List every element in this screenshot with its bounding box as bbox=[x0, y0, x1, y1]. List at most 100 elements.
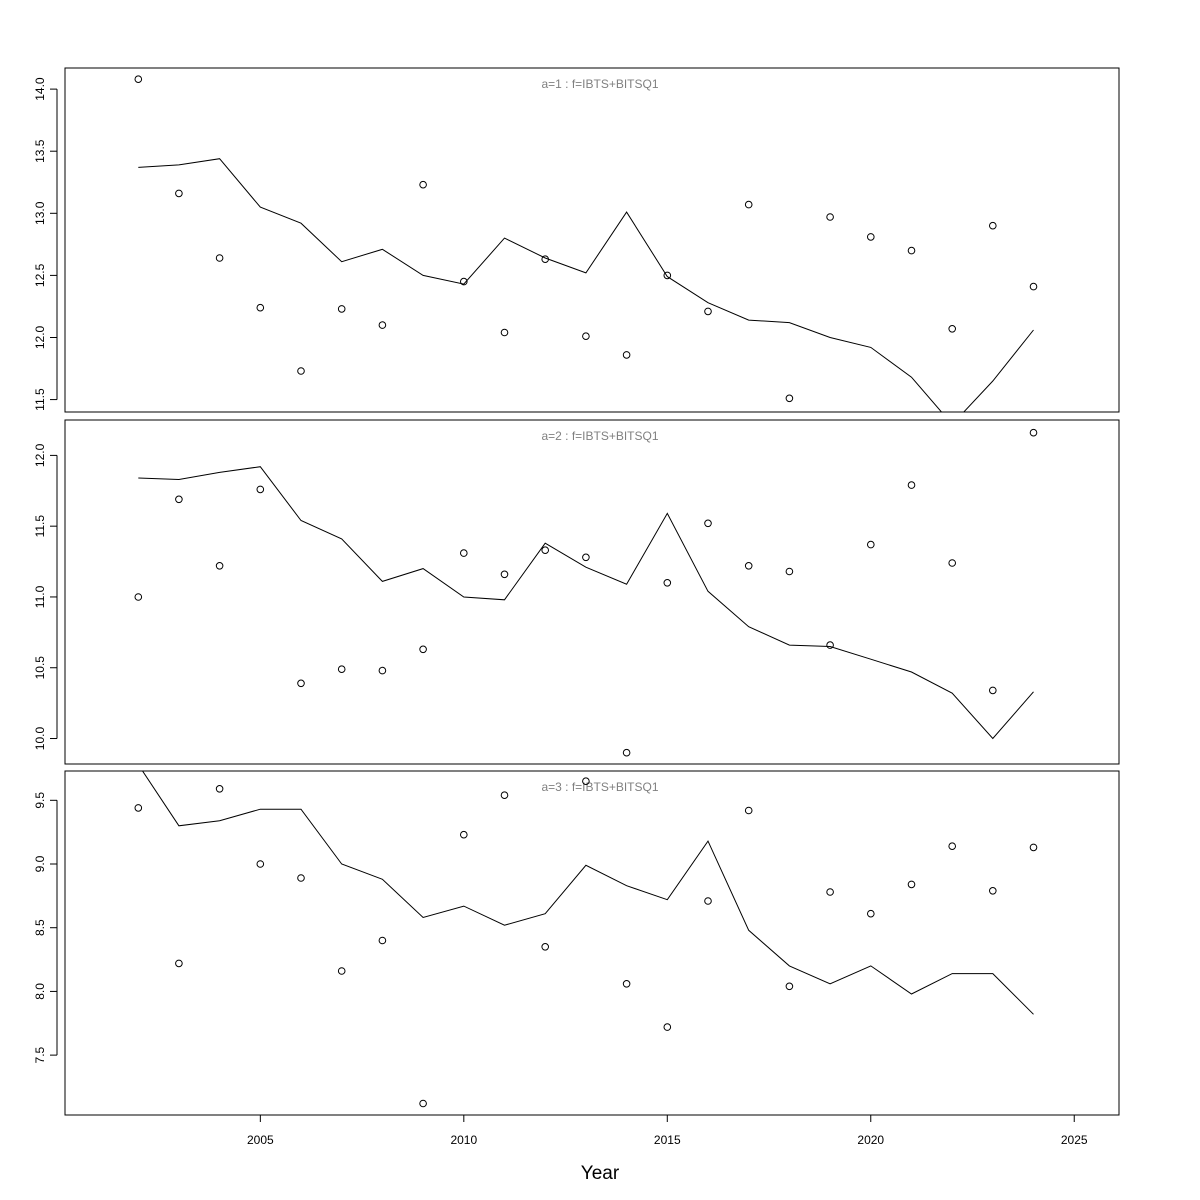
panel-a3-frame bbox=[64, 770, 1120, 1116]
observation-point bbox=[378, 666, 387, 675]
observation-point bbox=[500, 328, 509, 337]
x-tick-label: 2015 bbox=[654, 1133, 681, 1147]
panel-a1-title: a=1 : f=IBTS+BITSQ1 bbox=[541, 77, 658, 91]
y-tick-label: 9.0 bbox=[33, 855, 47, 872]
observation-point bbox=[175, 495, 183, 504]
x-tick-label: 2020 bbox=[857, 1133, 884, 1147]
observation-point bbox=[826, 888, 834, 896]
observation-point bbox=[744, 806, 753, 815]
observation-point bbox=[948, 559, 957, 567]
y-tick-label: 12.0 bbox=[33, 325, 47, 349]
observation-point bbox=[256, 485, 265, 494]
y-tick-label: 12.5 bbox=[33, 263, 47, 287]
observation-point bbox=[948, 842, 957, 851]
observation-point bbox=[175, 189, 183, 198]
observation-point bbox=[582, 553, 590, 562]
y-tick-label: 7.5 bbox=[33, 1046, 47, 1063]
fitted-line bbox=[138, 158, 1034, 412]
observation-point bbox=[989, 221, 997, 230]
observation-point bbox=[541, 255, 550, 264]
panel-a2: a=2 : f=IBTS+BITSQ1 10.0 10.5 11.0 11.5 12.0 bbox=[33, 419, 1120, 765]
observation-point bbox=[297, 367, 305, 375]
observation-point bbox=[419, 645, 427, 654]
observation-point bbox=[541, 943, 550, 951]
observation-point bbox=[256, 303, 265, 312]
observation-point bbox=[337, 665, 346, 674]
y-tick-label: 10.5 bbox=[33, 656, 47, 680]
observation-point bbox=[215, 254, 224, 262]
observation-point bbox=[663, 271, 672, 280]
panel-a1-plot-area bbox=[134, 75, 1038, 412]
observation-point bbox=[907, 481, 916, 489]
x-axis: 2005 2010 2015 2020 2025 bbox=[247, 1114, 1088, 1147]
x-tick-label: 2005 bbox=[247, 1133, 274, 1147]
panel-a2-plot-area bbox=[134, 428, 1038, 757]
y-tick-label: 11.5 bbox=[33, 515, 47, 538]
panel-a2-title: a=2 : f=IBTS+BITSQ1 bbox=[541, 429, 658, 443]
observation-point bbox=[867, 233, 875, 241]
observation-point bbox=[663, 579, 672, 587]
observation-point bbox=[907, 246, 916, 255]
observation-point bbox=[826, 213, 834, 221]
y-tick-label: 13.5 bbox=[33, 139, 47, 163]
observation-point bbox=[1029, 843, 1038, 852]
observation-point bbox=[378, 936, 387, 945]
y-tick-label: 9.5 bbox=[33, 792, 47, 809]
x-tick-label: 2010 bbox=[450, 1133, 477, 1147]
panel-a3-plot-area bbox=[134, 771, 1038, 1108]
y-tick-label: 13.0 bbox=[33, 201, 47, 225]
panel-a2-y-axis: 10.0 10.5 11.0 11.5 12.0 bbox=[33, 443, 58, 751]
panel-a1: a=1 : f=IBTS+BITSQ1 11.5 12.0 12.5 13.0 13.5… bbox=[33, 67, 1120, 413]
observation-point bbox=[704, 519, 712, 528]
observation-point bbox=[419, 1099, 427, 1108]
observation-point bbox=[460, 549, 468, 557]
panel-a3: a=3 : f=IBTS+BITSQ1 7.5 8.0 8.5 9.0 9.5 bbox=[33, 770, 1120, 1116]
observation-point bbox=[704, 307, 712, 316]
observation-point bbox=[989, 887, 997, 895]
observation-point bbox=[622, 351, 631, 359]
observation-point bbox=[1029, 282, 1038, 291]
observation-point bbox=[867, 909, 875, 918]
observation-point bbox=[582, 777, 590, 786]
observation-point bbox=[500, 791, 509, 800]
observation-point bbox=[215, 785, 224, 793]
fitted-line bbox=[141, 771, 1034, 1015]
observation-point bbox=[989, 686, 997, 695]
observation-point bbox=[541, 546, 550, 555]
panel-a1-y-axis: 11.5 12.0 12.5 13.0 13.5 14.0 bbox=[33, 77, 58, 411]
observation-point bbox=[744, 562, 753, 570]
panel-a3-title: a=3 : f=IBTS+BITSQ1 bbox=[541, 780, 658, 794]
x-tick-label: 2025 bbox=[1061, 1133, 1088, 1147]
observation-point bbox=[582, 332, 590, 341]
observation-point bbox=[785, 394, 794, 403]
observation-point bbox=[297, 679, 305, 688]
observation-point bbox=[419, 180, 427, 189]
observation-point bbox=[337, 305, 346, 313]
observation-point bbox=[785, 567, 794, 576]
x-axis-title: Year bbox=[581, 1163, 620, 1184]
observation-point bbox=[622, 980, 631, 988]
y-tick-label: 10.0 bbox=[33, 727, 47, 751]
observation-point bbox=[663, 1023, 672, 1031]
y-tick-label: 11.5 bbox=[33, 388, 47, 411]
fitted-line bbox=[138, 466, 1034, 740]
panel-a1-frame bbox=[64, 67, 1120, 413]
observation-point bbox=[704, 897, 712, 905]
y-tick-label: 8.0 bbox=[33, 983, 47, 1000]
observation-point bbox=[297, 874, 305, 882]
observation-point bbox=[134, 75, 143, 83]
observation-point bbox=[622, 748, 631, 757]
observation-point bbox=[826, 641, 834, 649]
observation-point bbox=[134, 593, 143, 601]
y-tick-label: 8.5 bbox=[33, 919, 47, 936]
observation-point bbox=[256, 860, 265, 868]
observation-point bbox=[460, 830, 468, 839]
observation-point bbox=[867, 540, 875, 549]
observation-point bbox=[215, 562, 224, 570]
y-tick-label: 12.0 bbox=[33, 443, 47, 467]
observation-point bbox=[744, 200, 753, 209]
observation-point bbox=[134, 804, 143, 812]
observation-point bbox=[378, 321, 387, 329]
observation-point bbox=[500, 570, 509, 579]
